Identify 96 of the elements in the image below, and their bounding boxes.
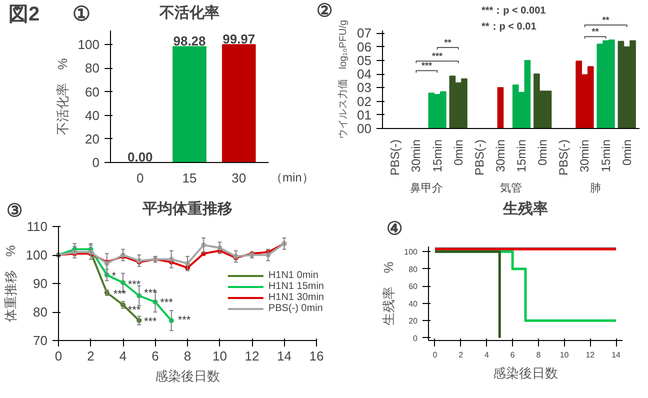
x-tick-label: 14 — [277, 348, 292, 364]
x-tick-label: 0min — [620, 139, 634, 166]
legend-label: H1N1 15min — [268, 281, 324, 292]
x-axis-title: 感染後日数 — [155, 368, 220, 384]
x-tick-label: 12 — [586, 350, 596, 360]
x-tick-label: 15 — [182, 170, 197, 186]
y-tick-label: 70 — [33, 333, 48, 348]
y-tick-label: 60 — [408, 282, 418, 292]
annotation: ** — [592, 26, 600, 37]
x-tick-label: 15min — [514, 139, 529, 172]
chart-title: 平均体重推移 — [142, 200, 232, 218]
y-tick-label: 01 — [357, 107, 372, 122]
y-tick-label: 100 — [26, 248, 48, 262]
annotation: *** — [421, 60, 432, 71]
annotation: *** — [432, 51, 444, 62]
y-tick-label: 110 — [26, 219, 48, 234]
x-axis-title: （min） — [270, 170, 314, 184]
x-tick-label: 0 — [54, 348, 62, 364]
x-axis-title: 感染後日数 — [493, 366, 558, 380]
annotation: *** — [128, 304, 142, 316]
x-tick-label: 15min — [430, 139, 444, 172]
x-tick-label: PBS(-) — [472, 139, 486, 176]
y-tick-label: 04 — [357, 66, 372, 82]
text: ** — [602, 15, 610, 26]
text: ② — [316, 0, 332, 20]
y-tick-label: 80 — [408, 264, 418, 274]
x-tick-label: 0min — [451, 139, 466, 166]
x-tick-label: 2 — [87, 348, 94, 364]
data-label: 98.28 — [173, 34, 206, 49]
x-tick-label: 8 — [536, 350, 542, 360]
text: 気管 — [500, 182, 522, 194]
x-tick-label: 6 — [510, 350, 516, 360]
legend-label: PBS(-) 0min — [268, 303, 323, 314]
y-tick-label: 20 — [408, 316, 418, 326]
x-tick-label: 30min — [578, 139, 592, 172]
x-tick-label: 6 — [152, 348, 159, 364]
x-tick-label: 16 — [309, 348, 324, 364]
x-tick-label: 12 — [244, 348, 260, 364]
annotation: *** — [144, 316, 158, 328]
x-tick-label: 4 — [484, 350, 490, 360]
x-tick-label: 30min — [409, 139, 424, 172]
annotation: *** — [144, 287, 158, 300]
y-tick-label: 40 — [85, 108, 100, 123]
y-axis-title: 生残率 % — [381, 261, 396, 326]
annotation: * — [112, 270, 117, 282]
y-tick-label: 20 — [85, 131, 100, 146]
y-tick-label: 80 — [33, 304, 48, 320]
y-tick-label: 40 — [408, 299, 418, 308]
y-tick-label: 0 — [413, 334, 418, 343]
x-tick-label: PBS(-) — [388, 139, 402, 176]
text: 肺 — [590, 182, 601, 194]
x-tick-label: 14 — [612, 350, 622, 360]
y-tick-label: 06 — [357, 39, 372, 54]
y-tick-label: 100 — [404, 248, 418, 257]
annotation: *** — [160, 296, 174, 309]
annotation: *** — [178, 314, 192, 327]
legend-label: H1N1 0min — [268, 270, 318, 281]
x-tick-label: 4 — [119, 348, 127, 364]
annotation: *** — [128, 278, 142, 291]
x-tick-label: 30 — [232, 170, 246, 186]
y-tick-label: 60 — [85, 84, 100, 100]
x-tick-label: 0min — [536, 139, 550, 166]
text: ③ — [6, 200, 22, 220]
legend-label: H1N1 30min — [268, 292, 324, 303]
y-tick-label: 07 — [357, 26, 372, 41]
y-axis-title: 不活化率 % — [54, 58, 70, 135]
y-tick-label: 02 — [357, 94, 372, 109]
y-tick-label: 100 — [78, 37, 100, 52]
y-axis-title: ウイルス力価 log₁₀PFU/g — [337, 20, 350, 140]
annotation: **：p < 0.01 — [482, 22, 537, 32]
text: ***：p < 0.001 — [482, 6, 546, 16]
text: 鼻甲介 — [410, 182, 444, 194]
text: ④ — [386, 218, 402, 238]
x-tick-label: 0 — [432, 350, 438, 360]
chart-title: 生残率 — [502, 200, 548, 218]
y-axis-title: 体重推移 % — [2, 244, 18, 322]
caption: 図2 — [8, 4, 40, 26]
y-tick-label: 00 — [357, 121, 372, 136]
x-tick-label: 0 — [136, 170, 144, 186]
x-tick-label: PBS(-) — [556, 139, 571, 176]
x-tick-label: 8 — [184, 348, 192, 364]
y-tick-label: 90 — [33, 276, 48, 291]
x-tick-label: 10 — [560, 350, 570, 360]
y-tick-label: 80 — [85, 60, 100, 76]
x-tick-label: 30min — [493, 139, 508, 172]
data-label: 0.00 — [127, 150, 153, 164]
y-tick-label: 03 — [357, 80, 372, 96]
data-label: 99.97 — [222, 32, 256, 47]
y-tick-label: 05 — [357, 52, 372, 68]
text: ① — [72, 4, 90, 26]
x-tick-label: 2 — [458, 350, 464, 360]
x-tick-label: 10 — [212, 348, 227, 364]
annotation: ** — [444, 38, 452, 48]
annotation: *** — [113, 288, 127, 300]
x-tick-label: 15min — [598, 139, 613, 172]
chart-title: 不活化率 — [158, 4, 220, 22]
